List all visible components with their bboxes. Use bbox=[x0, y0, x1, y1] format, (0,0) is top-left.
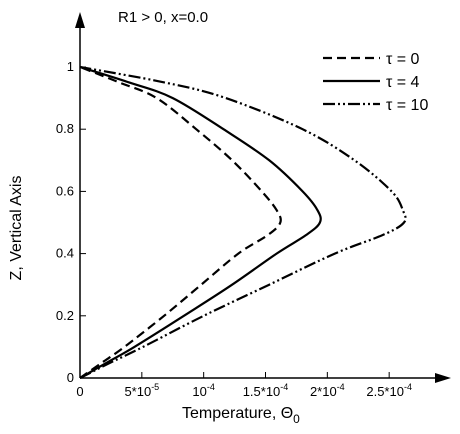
axes bbox=[75, 12, 451, 383]
x-tick-label-base: 2*10 bbox=[310, 384, 337, 399]
x-axis-arrow bbox=[435, 373, 451, 383]
x-axis-label: Temperature, Θ0 bbox=[182, 405, 300, 426]
legend: τ = 0 τ = 4 τ = 10 bbox=[323, 51, 428, 114]
x-tick-label-exponent: -4 bbox=[280, 382, 288, 392]
y-tick-label: 0.8 bbox=[56, 121, 74, 136]
y-tick-label: 0.6 bbox=[56, 183, 74, 198]
legend-label-1: τ = 0 bbox=[386, 51, 420, 68]
y-axis-arrow bbox=[75, 12, 85, 28]
x-axis-label-subscript: 0 bbox=[293, 412, 300, 426]
x-tick-label-base: 2.5*10 bbox=[366, 384, 404, 399]
x-tick-label-exponent: -4 bbox=[404, 382, 412, 392]
x-tick-label: 10-4 bbox=[192, 382, 214, 399]
y-tick-label: 0.4 bbox=[56, 246, 74, 261]
y-axis-label: Z, Vertical Axis bbox=[8, 176, 25, 281]
series-line-1 bbox=[79, 65, 282, 379]
legend-label-3: τ = 10 bbox=[386, 97, 428, 114]
x-tick-label: 2*10-4 bbox=[310, 382, 345, 399]
legend-label-2: τ = 4 bbox=[386, 74, 420, 91]
x-tick-label-exponent: -4 bbox=[337, 382, 345, 392]
x-tick-label: 2.5*10-4 bbox=[366, 382, 412, 399]
series-line-2 bbox=[79, 65, 322, 379]
x-tick-label: 0 bbox=[76, 384, 83, 399]
x-tick-label-exponent: -5 bbox=[151, 382, 159, 392]
x-tick-label-base: 10 bbox=[192, 384, 206, 399]
chart-annotation: R1 > 0, x=0.0 bbox=[118, 9, 208, 26]
x-axis-label-main: Temperature, Θ bbox=[182, 405, 293, 422]
series-line-3 bbox=[79, 65, 407, 379]
y-tick-label: 0.2 bbox=[56, 308, 74, 323]
x-tick-label: 1.5*10-4 bbox=[243, 382, 289, 399]
y-tick-label: 0 bbox=[67, 370, 74, 385]
x-tick-label: 5*10-5 bbox=[124, 382, 159, 399]
x-tick-label-exponent: -4 bbox=[207, 382, 215, 392]
x-tick-label-base: 1.5*10 bbox=[243, 384, 281, 399]
x-tick-label-base: 5*10 bbox=[124, 384, 151, 399]
y-tick-label: 1 bbox=[67, 59, 74, 74]
tick-marks: 00.20.40.60.810 5*10-5 10-4 1.5*10-4 2*10-4 2… bbox=[56, 59, 412, 399]
series-lines bbox=[79, 65, 407, 379]
